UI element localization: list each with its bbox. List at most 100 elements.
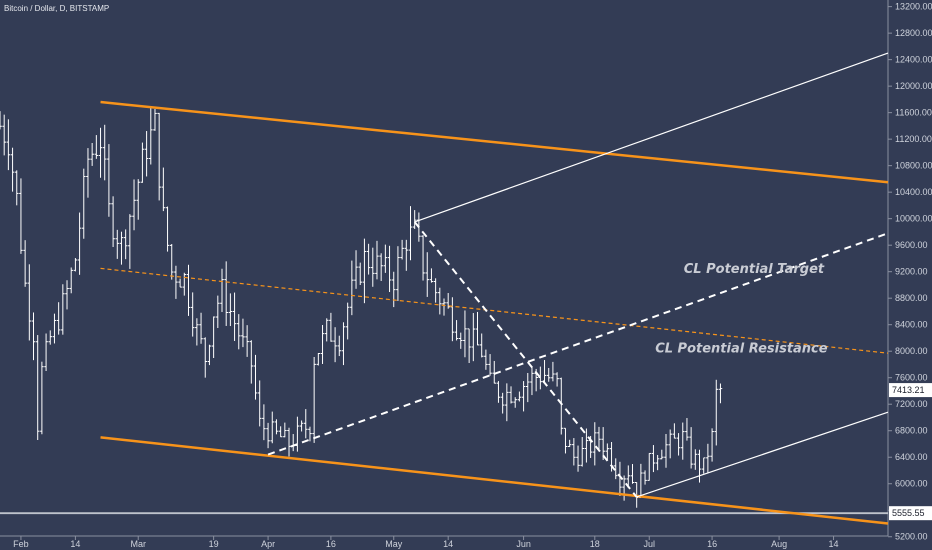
ohlc-bar xyxy=(622,475,626,501)
ohlc-bar xyxy=(65,280,69,310)
ohlc-bar xyxy=(52,313,57,344)
ohlc-bar xyxy=(714,379,719,446)
y-tick-label: 9600.00 xyxy=(895,240,928,250)
ohlc-bar xyxy=(40,361,44,435)
y-tick-label: 8800.00 xyxy=(895,293,928,303)
ohlc-bar xyxy=(387,245,392,293)
ohlc-bar xyxy=(107,144,111,217)
ohlc-bar xyxy=(253,354,258,400)
trend-line-6 xyxy=(414,52,889,223)
x-tick-label: Aug xyxy=(771,539,787,549)
ohlc-bar xyxy=(10,147,15,192)
ohlc-bar xyxy=(668,429,672,459)
ohlc-bar xyxy=(358,262,363,286)
ohlc-bar xyxy=(345,302,350,340)
y-tick-label: 8000.00 xyxy=(895,346,928,356)
ohlc-bar xyxy=(693,449,698,470)
ohlc-bar xyxy=(626,465,631,489)
ohlc-bar xyxy=(291,434,296,452)
y-tick-label: 11600.00 xyxy=(895,108,932,118)
ohlc-bar xyxy=(559,377,564,435)
ohlc-bar xyxy=(186,264,191,316)
ohlc-bar xyxy=(90,142,94,166)
ohlc-bar xyxy=(350,260,354,316)
ohlc-bar xyxy=(555,372,559,387)
ohlc-bar xyxy=(0,111,2,130)
ohlc-bar xyxy=(169,244,174,280)
ohlc-bar xyxy=(630,464,635,484)
ohlc-bar xyxy=(391,271,396,308)
ohlc-bar xyxy=(718,383,723,404)
ohlc-bar xyxy=(425,252,430,297)
ohlc-bar xyxy=(236,314,241,350)
ohlc-bar xyxy=(115,229,120,259)
chart-title: Bitcoin / Dollar, D, BITSTAMP xyxy=(4,4,110,13)
ohlc-bar xyxy=(148,107,153,165)
ohlc-bar xyxy=(484,349,488,370)
trend-line-2 xyxy=(100,436,889,525)
ohlc-bar xyxy=(362,238,367,304)
support-price-badge xyxy=(889,506,932,521)
ohlc-bar xyxy=(207,344,212,366)
ohlc-bar xyxy=(689,427,693,469)
ohlc-bar xyxy=(458,332,463,349)
ohlc-bar xyxy=(144,131,149,177)
ohlc-bar xyxy=(19,178,23,254)
ohlc-bar xyxy=(479,333,484,358)
ohlc-bar xyxy=(224,261,228,326)
x-tick-label: 14 xyxy=(70,539,80,549)
ohlc-bar xyxy=(232,292,237,341)
ohlc-bar xyxy=(6,119,11,171)
ohlc-bar xyxy=(44,333,48,371)
ohlc-bar xyxy=(576,445,580,472)
ohlc-bar xyxy=(421,235,425,281)
annotation-2: CL Potential Resistance xyxy=(655,342,828,357)
ohlc-bar xyxy=(664,434,668,468)
ohlc-bar xyxy=(442,298,446,316)
ohlc-bar xyxy=(299,420,304,432)
ohlc-bar xyxy=(572,438,576,466)
ohlc-bar xyxy=(655,454,660,471)
last-price-label: 7413.21 xyxy=(892,385,925,395)
ohlc-bar xyxy=(467,328,471,364)
ohlc-bar xyxy=(408,206,413,261)
ohlc-bar xyxy=(383,244,388,273)
y-tick-label: 10800.00 xyxy=(895,161,932,171)
ohlc-bar xyxy=(433,278,438,303)
ohlc-bar xyxy=(563,427,568,454)
ohlc-bar xyxy=(2,114,6,156)
ohlc-bar xyxy=(308,426,312,442)
y-tick-label: 6400.00 xyxy=(895,452,928,462)
ohlc-bar xyxy=(412,210,417,229)
y-tick-label: 13200.00 xyxy=(895,2,932,12)
ohlc-bar xyxy=(123,229,128,260)
ohlc-bar xyxy=(538,366,543,390)
ohlc-bar xyxy=(23,240,27,287)
ohlc-bar xyxy=(601,427,605,460)
ohlc-bar xyxy=(446,293,450,309)
y-tick-label: 10400.00 xyxy=(895,187,932,197)
ohlc-bar xyxy=(98,127,103,178)
x-tick-label: 14 xyxy=(443,539,453,549)
ohlc-bar xyxy=(283,422,287,438)
ohlc-bar xyxy=(287,427,291,457)
ohlc-bar xyxy=(567,439,572,448)
ohlc-bar xyxy=(94,135,99,159)
ohlc-bar xyxy=(56,302,61,335)
ohlc-bar xyxy=(69,267,74,294)
ohlc-bar xyxy=(676,433,681,456)
ohlc-bar xyxy=(27,264,32,341)
ohlc-bar xyxy=(379,253,383,281)
ohlc-bar xyxy=(333,327,337,363)
x-tick-label: Mar xyxy=(130,539,146,549)
ohlc-bar xyxy=(404,239,409,271)
x-tick-label: Jun xyxy=(516,539,531,549)
ohlc-bar xyxy=(312,356,316,443)
ohlc-bar xyxy=(102,124,107,181)
ohlc-bar xyxy=(161,167,166,212)
ohlc-bar xyxy=(438,287,442,315)
trend-line-5 xyxy=(413,221,638,498)
ohlc-bar xyxy=(496,381,501,403)
ohlc-bar xyxy=(639,463,643,499)
